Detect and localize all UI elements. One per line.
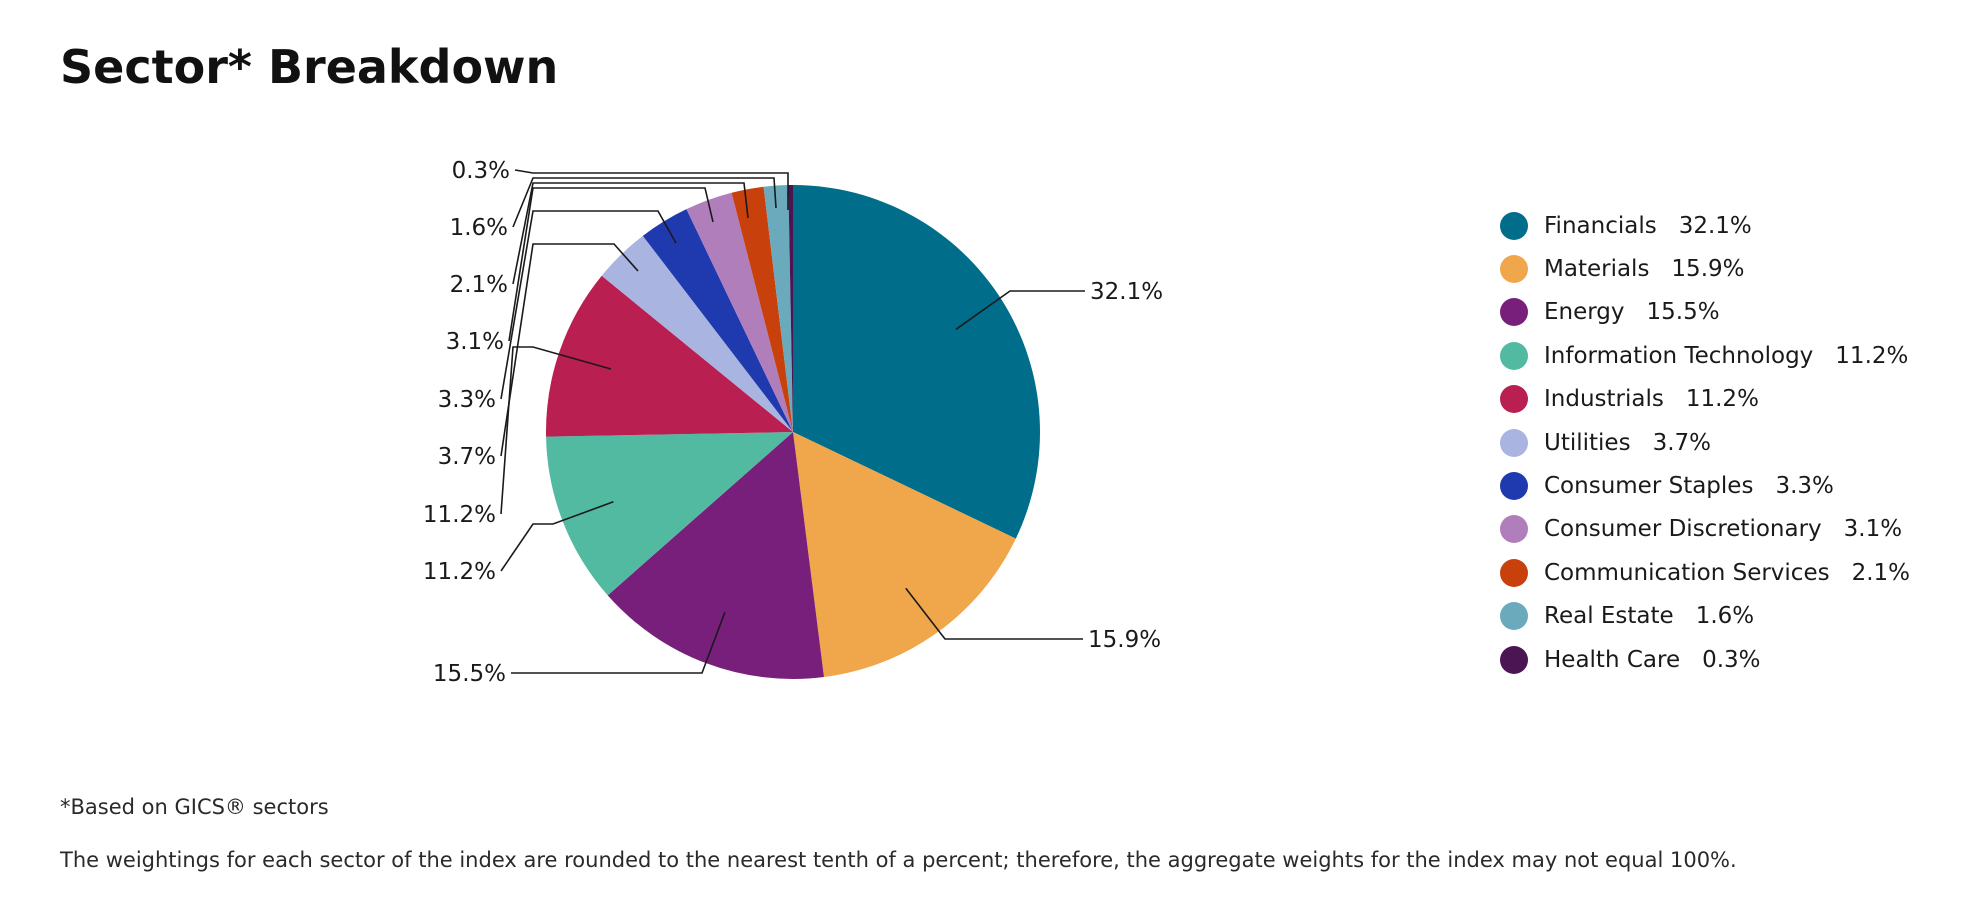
- data-label-materials: 15.9%: [1088, 627, 1161, 653]
- legend-swatch: [1500, 472, 1528, 501]
- leader-line-health-care: [514, 169, 789, 210]
- leader-line-information-technology: [500, 501, 614, 572]
- pie-slice-communication-services: [731, 186, 793, 432]
- rounding-footnote: The weightings for each sector of the in…: [60, 848, 1737, 872]
- legend-swatch: [1500, 645, 1528, 674]
- pie-slice-consumer-staples: [642, 209, 793, 432]
- legend-item-energy: Energy 15.5%: [1500, 291, 1910, 334]
- legend-value: 15.5%: [1646, 299, 1720, 326]
- legend-swatch: [1500, 602, 1528, 631]
- legend-label: Real Estate: [1544, 603, 1674, 630]
- leader-line-financials: [955, 290, 1085, 330]
- legend-swatch: [1500, 341, 1528, 370]
- pie-slice-industrials: [545, 275, 793, 437]
- data-label-consumer-staples: 3.3%: [438, 387, 496, 413]
- data-label-industrials: 11.2%: [423, 502, 496, 528]
- legend-item-health-care: Health Care 0.3%: [1500, 638, 1910, 681]
- legend-label: Financials: [1544, 212, 1657, 239]
- legend-value: 32.1%: [1678, 212, 1752, 239]
- legend-value: 1.6%: [1695, 603, 1755, 630]
- legend-value: 11.2%: [1685, 386, 1759, 413]
- leader-line-industrials: [500, 346, 612, 515]
- data-label-utilities: 3.7%: [438, 444, 496, 470]
- legend-swatch: [1500, 558, 1528, 587]
- pie-slice-financials: [793, 185, 1041, 539]
- legend-swatch: [1500, 211, 1528, 240]
- legend-value: 0.3%: [1702, 646, 1761, 673]
- leader-line-utilities: [500, 243, 639, 457]
- legend-swatch: [1500, 255, 1528, 284]
- pie-slice-materials: [793, 432, 1016, 678]
- page-title: Sector* Breakdown: [60, 40, 559, 94]
- data-label-financials: 32.1%: [1090, 279, 1163, 305]
- data-label-health-care: 0.3%: [452, 158, 510, 184]
- legend-item-information-technology: Information Technology 11.2%: [1500, 334, 1910, 377]
- legend-item-real-estate: Real Estate 1.6%: [1500, 595, 1910, 638]
- pie-slice-utilities: [601, 235, 793, 432]
- legend-swatch: [1500, 428, 1528, 457]
- legend-label: Utilities: [1544, 429, 1631, 456]
- leader-line-consumer-staples: [500, 210, 677, 400]
- pie-slice-real-estate: [763, 185, 793, 432]
- legend-item-materials: Materials 15.9%: [1500, 247, 1910, 290]
- legend-value: 3.3%: [1775, 473, 1834, 500]
- leader-line-real-estate: [512, 177, 777, 228]
- legend-label: Consumer Staples: [1544, 473, 1754, 500]
- chart-legend: Financials 32.1% Materials 15.9% Energy 15.5%…: [1500, 204, 1910, 681]
- legend-swatch: [1500, 385, 1528, 414]
- leader-line-materials: [905, 587, 1083, 640]
- data-label-consumer-discretionary: 3.1%: [446, 329, 504, 355]
- legend-value: 15.9%: [1671, 256, 1745, 283]
- legend-label: Health Care: [1544, 646, 1681, 673]
- legend-item-industrials: Industrials 11.2%: [1500, 378, 1910, 421]
- pie-slice-consumer-discretionary: [686, 192, 793, 432]
- legend-item-consumer-discretionary: Consumer Discretionary 3.1%: [1500, 508, 1910, 551]
- data-label-communication-services: 2.1%: [450, 272, 508, 298]
- gics-footnote: *Based on GICS® sectors: [60, 795, 329, 819]
- legend-value: 2.1%: [1851, 559, 1911, 586]
- legend-item-consumer-staples: Consumer Staples 3.3%: [1500, 464, 1910, 507]
- legend-label: Communication Services: [1544, 559, 1830, 586]
- data-label-real-estate: 1.6%: [450, 215, 508, 241]
- legend-item-utilities: Utilities 3.7%: [1500, 421, 1910, 464]
- legend-swatch: [1500, 515, 1528, 544]
- legend-swatch: [1500, 298, 1528, 327]
- legend-value: 3.1%: [1843, 516, 1903, 543]
- data-label-information-technology: 11.2%: [423, 559, 496, 585]
- pie-slice-information-technology: [546, 432, 793, 596]
- legend-value: 3.7%: [1652, 429, 1712, 456]
- legend-label: Materials: [1544, 256, 1650, 283]
- leader-line-consumer-discretionary: [508, 187, 714, 342]
- data-label-energy: 15.5%: [433, 661, 506, 687]
- legend-label: Energy: [1544, 299, 1625, 326]
- legend-label: Consumer Discretionary: [1544, 516, 1822, 543]
- pie-slice-health-care: [788, 184, 793, 432]
- legend-label: Information Technology: [1544, 342, 1814, 369]
- legend-item-communication-services: Communication Services 2.1%: [1500, 551, 1910, 594]
- legend-value: 11.2%: [1835, 342, 1909, 369]
- legend-label: Industrials: [1544, 386, 1664, 413]
- pie-slice-energy: [607, 432, 824, 679]
- leader-line-communication-services: [512, 182, 749, 285]
- leader-line-energy: [511, 611, 726, 674]
- legend-item-financials: Financials 32.1%: [1500, 204, 1910, 247]
